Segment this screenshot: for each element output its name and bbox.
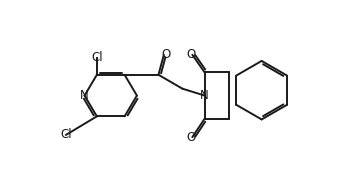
Text: N: N	[79, 89, 88, 102]
Text: N: N	[200, 89, 209, 102]
Text: O: O	[162, 48, 171, 61]
Text: O: O	[186, 131, 195, 144]
Text: Cl: Cl	[60, 128, 72, 141]
Text: O: O	[186, 48, 195, 61]
Text: Cl: Cl	[91, 51, 103, 64]
